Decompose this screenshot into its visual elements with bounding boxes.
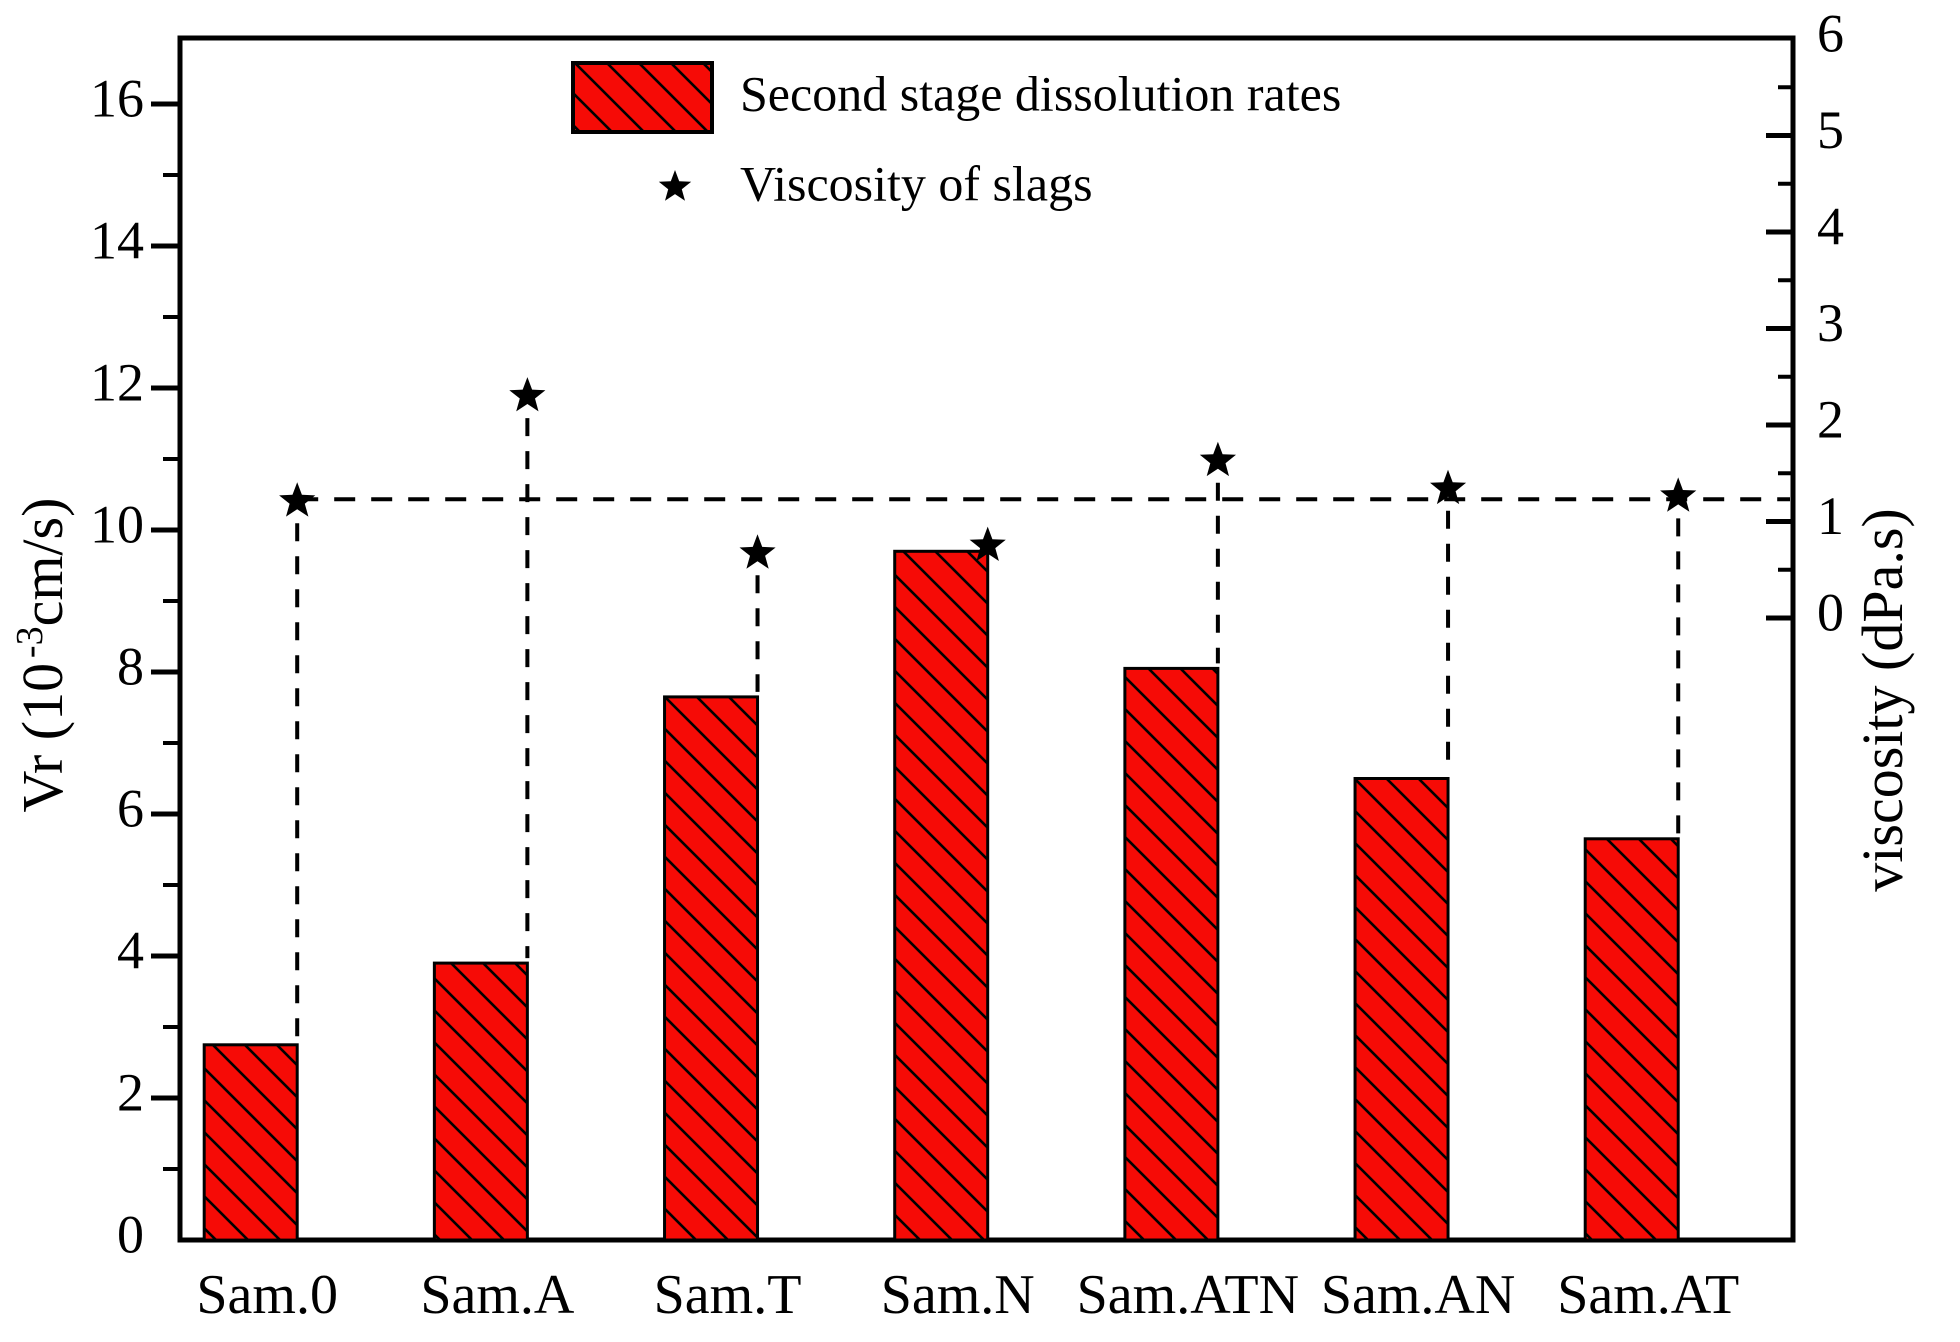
legend: Second stage dissolution rates Viscosity …	[571, 61, 1341, 211]
x-axis-label-sam-0: Sam.0	[196, 1264, 338, 1326]
x-axis-label-sam-t: Sam.T	[654, 1264, 802, 1326]
bar-sam-an	[1353, 777, 1450, 1242]
right-axis-tick-label: 4	[1817, 196, 1844, 256]
bar-sam-a	[432, 961, 529, 1242]
viscosity-star-sam-0	[279, 482, 316, 517]
left-axis-tick-label: 6	[117, 778, 144, 838]
viscosity-star-sam-a	[509, 377, 546, 412]
legend-label-dissolution: Second stage dissolution rates	[740, 65, 1341, 121]
legend-label-viscosity: Viscosity of slags	[740, 155, 1093, 211]
legend-swatch-bars	[571, 61, 714, 134]
left-axis-tick-label: 10	[90, 494, 144, 554]
right-axis-tick-label: 0	[1817, 582, 1844, 642]
viscosity-star-sam-at	[1660, 477, 1697, 512]
left-axis-tick-label: 14	[90, 210, 144, 270]
right-axis-tick-label: 6	[1817, 3, 1844, 63]
bar-sam-n	[893, 549, 990, 1242]
left-axis-tick-label: 4	[117, 920, 144, 980]
bar-sam-atn	[1123, 666, 1220, 1242]
right-axis-tick-label: 5	[1817, 100, 1844, 160]
bar-sam-t	[663, 695, 760, 1242]
right-axis-tick-label: 1	[1817, 486, 1844, 546]
left-axis-tick-label: 2	[117, 1062, 144, 1122]
x-axis-label-sam-n: Sam.N	[881, 1264, 1035, 1326]
left-axis-title: Vr (10 -3cm/s)	[9, 498, 75, 813]
legend-star-icon	[658, 170, 692, 201]
right-axis-title: viscosity (dPa.s)	[1850, 508, 1915, 891]
left-axis-tick-label: 8	[117, 636, 144, 696]
x-axis-label-sam-at: Sam.AT	[1557, 1264, 1739, 1326]
left-axis-tick-label: 12	[90, 352, 144, 412]
x-axis-label-sam-an: Sam.AN	[1321, 1264, 1515, 1326]
left-axis-tick-label: 16	[90, 68, 144, 128]
left-axis-tick-label: 0	[117, 1204, 144, 1264]
bar-sam-at	[1583, 837, 1680, 1242]
viscosity-star-sam-t	[739, 534, 776, 569]
viscosity-star-sam-an	[1430, 469, 1467, 505]
right-axis-tick-label: 3	[1817, 293, 1844, 353]
x-axis-label-sam-atn: Sam.ATN	[1077, 1264, 1299, 1326]
viscosity-star-sam-n	[969, 526, 1006, 561]
right-axis-tick-label: 2	[1817, 389, 1844, 449]
bar-sam-0	[202, 1043, 299, 1242]
x-axis-label-sam-a: Sam.A	[420, 1264, 575, 1326]
viscosity-star-sam-atn	[1199, 441, 1236, 477]
